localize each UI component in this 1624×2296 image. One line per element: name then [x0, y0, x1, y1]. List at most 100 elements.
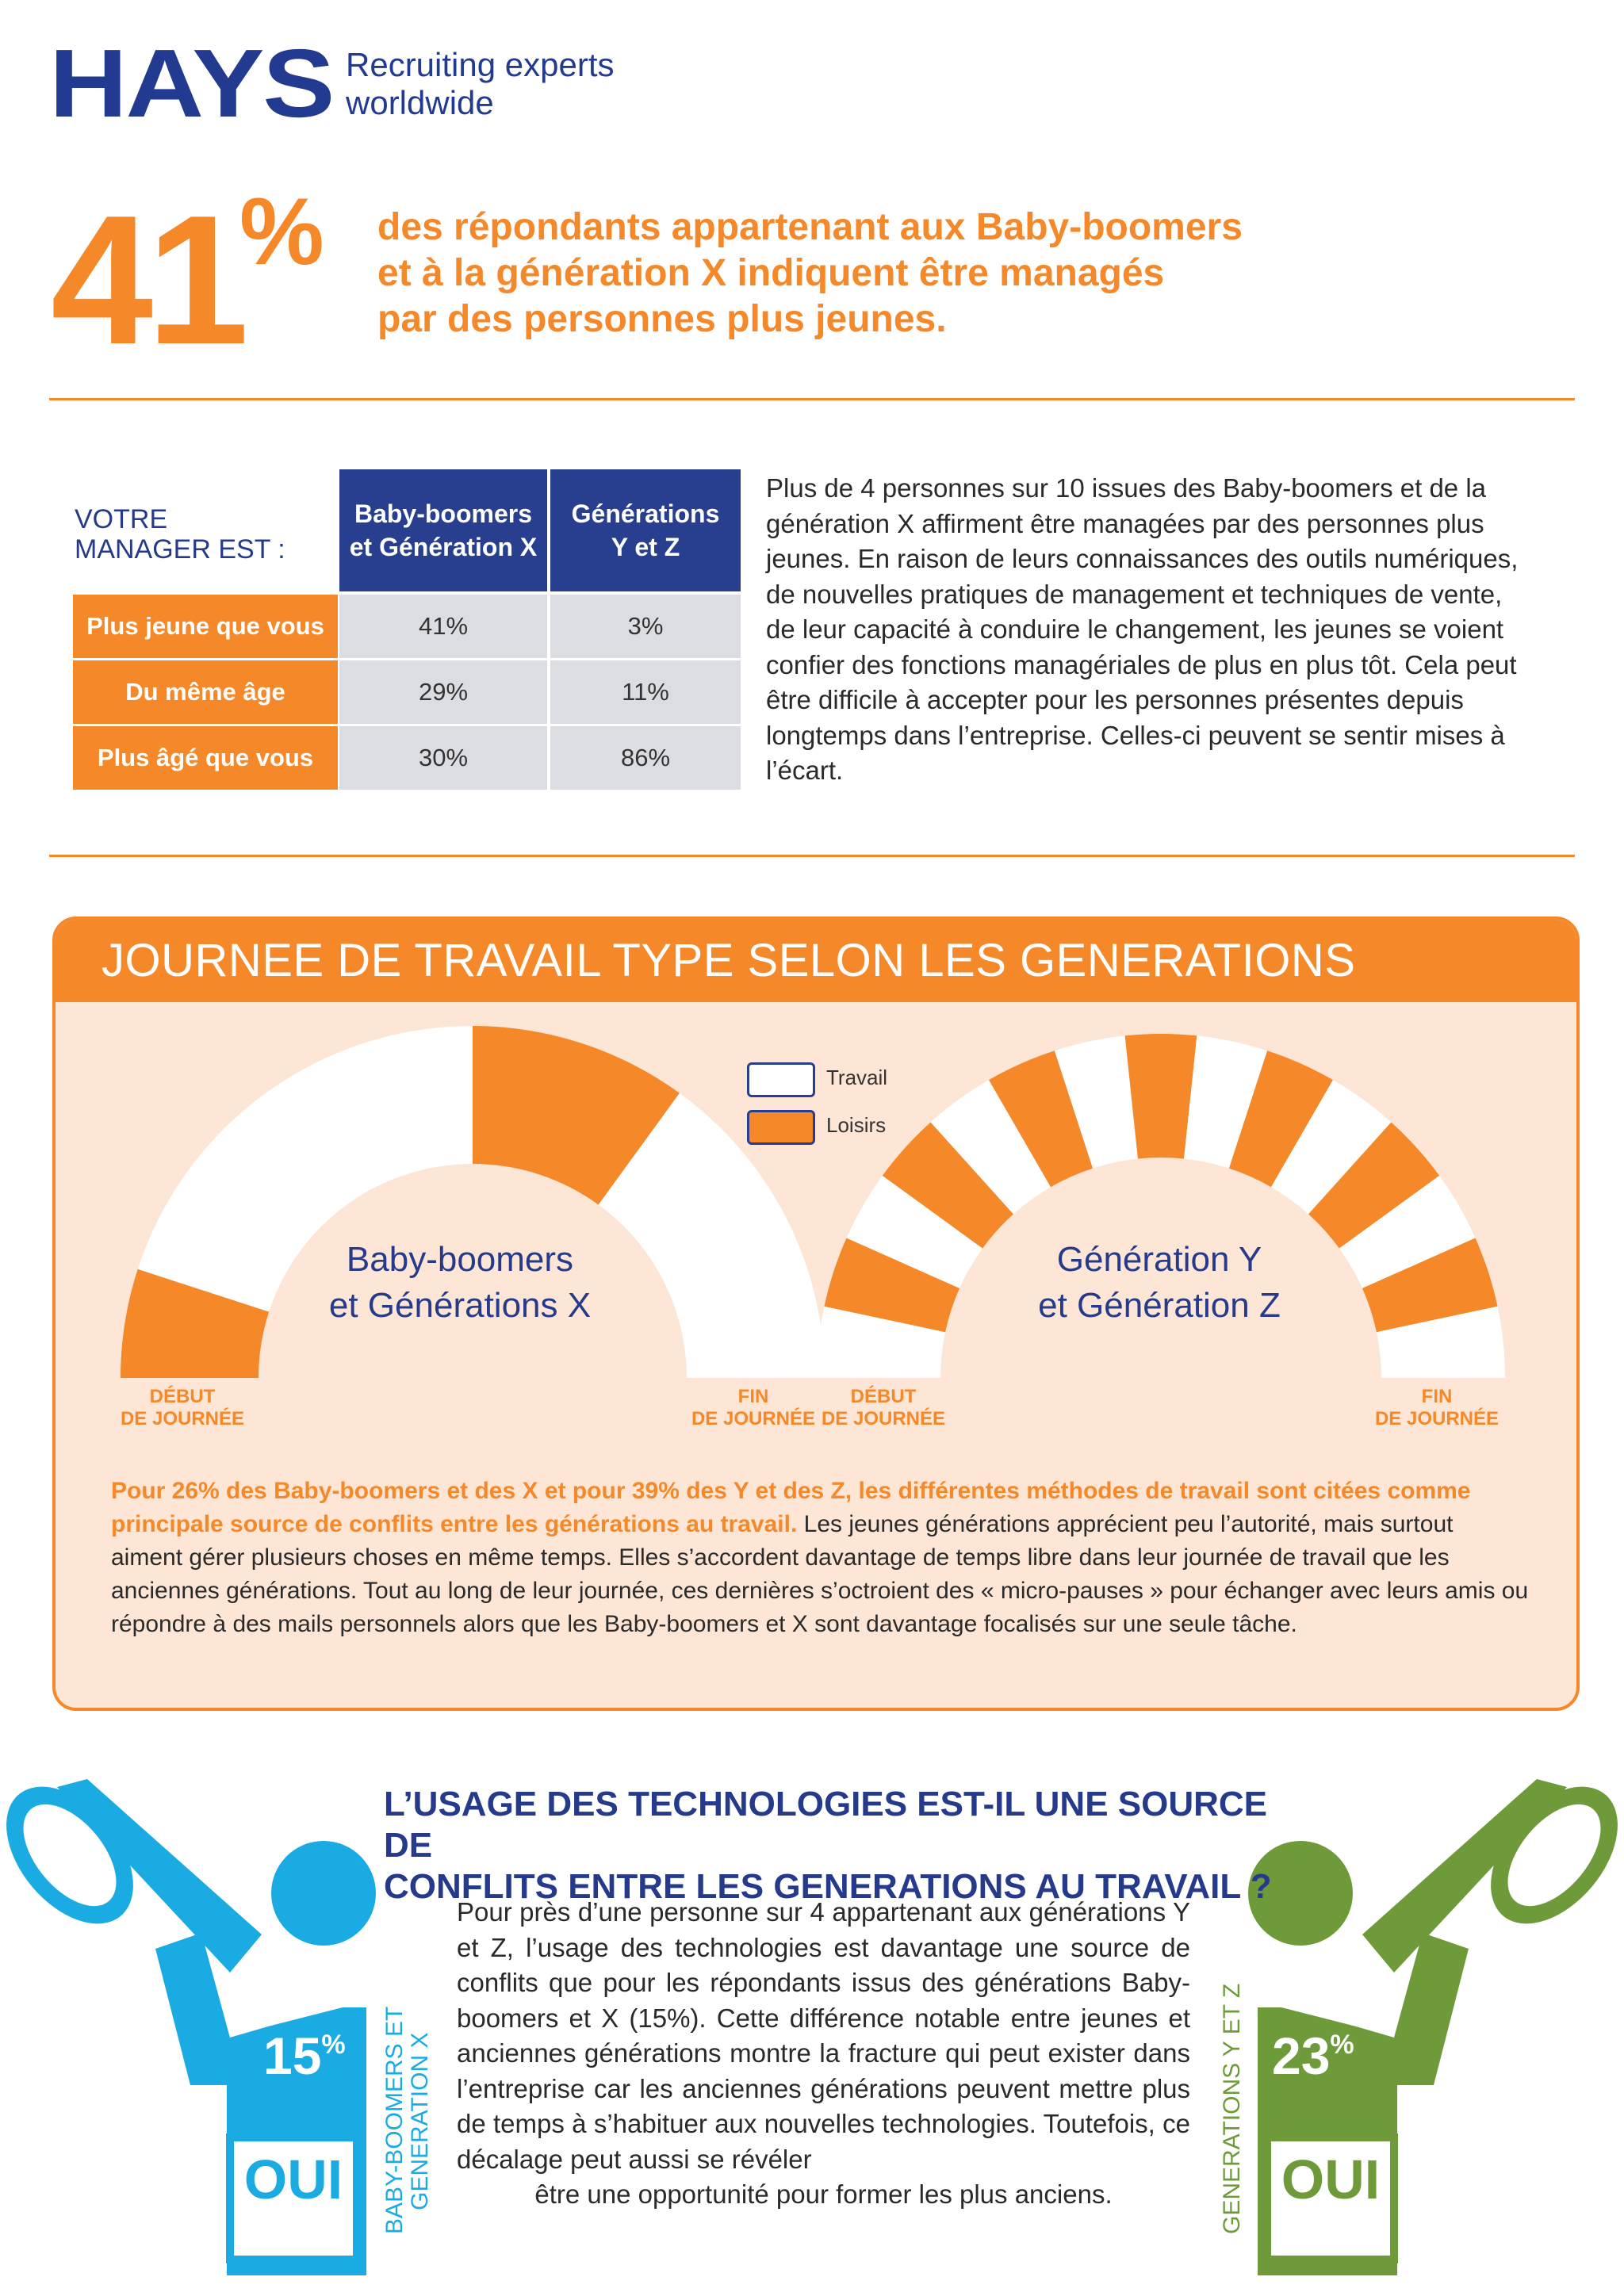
gauge-segment-work	[1339, 1175, 1476, 1288]
gauge-label-line: et Génération Z	[1038, 1286, 1281, 1325]
end-of-day-label: FIN DE JOURNÉE	[690, 1386, 817, 1430]
tech-text-last: être une opportunité pour former les plu…	[534, 2179, 1113, 2209]
gauge-segment-leisure	[1124, 1034, 1197, 1159]
gauge-segment-leisure	[473, 1026, 680, 1205]
big-stat-percent: %	[239, 178, 324, 285]
gauge-segment-work	[817, 1306, 946, 1378]
tech-text-body: Pour près d’une personne sur 4 appartena…	[457, 1897, 1190, 2174]
gauge-segment-leisure	[989, 1050, 1094, 1188]
header-line: et Génération X	[349, 533, 538, 561]
table-row-label-header: VOTRE MANAGER EST :	[75, 504, 285, 564]
end-of-day-label: FIN DE JOURNÉE	[1373, 1386, 1500, 1430]
tech-title: L’USAGE DES TECHNOLOGIES EST-IL UNE SOUR…	[384, 1784, 1272, 1908]
headline-line: des répondants appartenant aux Baby-boom…	[377, 206, 1243, 248]
intro-paragraph: Plus de 4 personnes sur 10 issues des Ba…	[766, 473, 1519, 785]
gauge-segment-work	[137, 1026, 473, 1312]
start-of-day-label: DÉBUT DE JOURNÉE	[119, 1386, 246, 1430]
gauge-label-line: et Générations X	[328, 1286, 592, 1325]
workday-text: Les jeunes générations apprécient peu l’…	[111, 1511, 1529, 1637]
edge-line: DE JOURNÉE	[821, 1408, 946, 1429]
headline-line: et à la génération X indiquent être mana…	[377, 252, 1165, 294]
oui-box-right	[1263, 2133, 1398, 2263]
gauge-segment-leisure	[121, 1269, 270, 1378]
workday-panel: JOURNEE DE TRAVAIL TYPE SELON LES GENERA…	[52, 916, 1580, 1711]
workday-panel-header	[56, 920, 1576, 1002]
workday-paragraph: Pour 26% des Baby-boomers et des X et po…	[111, 1475, 1530, 1641]
edge-line: DE JOURNÉE	[120, 1408, 245, 1429]
table-cell: 30%	[339, 726, 547, 790]
hays-logo: HAYS	[49, 29, 335, 137]
left-stat-percent: %	[321, 2030, 346, 2060]
edge-line: FIN	[737, 1386, 769, 1407]
gauge-segment-leisure	[1308, 1122, 1440, 1249]
edge-line: DE JOURNÉE	[1374, 1408, 1500, 1429]
gauge-label-line: Génération Y	[1056, 1240, 1262, 1279]
head-left-icon	[271, 1841, 376, 1946]
workday-highlight: Pour 26% des Baby-boomers et des X et po…	[111, 1478, 1471, 1537]
gauge-label-generation-yz: Génération Y et Génération Z	[985, 1237, 1334, 1329]
header-line: Y et Z	[611, 533, 680, 561]
big-stat-number: 41	[51, 178, 249, 383]
tech-title-line: CONFLITS ENTRE LES GENERATIONS AU TRAVAI…	[384, 1867, 1272, 1906]
left-vertical-label: BABY-BOOMERS ET GENERATION X	[381, 2006, 433, 2234]
table-cell: 11%	[550, 660, 741, 724]
table-row-label: Du même âge	[73, 660, 338, 724]
left-oui: OUI	[243, 2149, 343, 2210]
gauge-segment-work	[1184, 1035, 1268, 1169]
gauge-segment-work	[846, 1175, 983, 1288]
table-cell: 86%	[550, 726, 741, 790]
gauge-segment-work	[930, 1080, 1051, 1215]
left-stat: 15%	[263, 2030, 346, 2082]
vertical-line: BABY-BOOMERS ET	[381, 2006, 408, 2234]
table-row-label: Plus jeune que vous	[73, 595, 338, 658]
right-vertical-label: GENERATIONS Y ET Z	[1219, 1983, 1245, 2234]
gauge-segment-work	[1271, 1080, 1392, 1215]
gauge-label-line: Baby-boomers	[346, 1240, 574, 1279]
table-header-generations-yz: Générations Y et Z	[550, 469, 741, 591]
legend-leisure-swatch	[747, 1110, 815, 1145]
tech-title-line: L’USAGE DES TECHNOLOGIES EST-IL UNE SOUR…	[384, 1785, 1268, 1865]
divider-top	[49, 398, 1575, 400]
tagline-line1: Recruiting experts	[346, 46, 615, 83]
vertical-line: GENERATION X	[407, 2032, 433, 2210]
tagline-line2: worldwide	[346, 84, 494, 121]
stat-headline: des répondants appartenant aux Baby-boom…	[377, 205, 1329, 342]
edge-line: FIN	[1421, 1386, 1453, 1407]
gauge-segment-leisure	[1362, 1238, 1498, 1333]
left-stat-value: 15	[263, 2026, 322, 2085]
edge-line: DÉBUT	[850, 1386, 917, 1407]
tagline: Recruiting experts worldwide	[346, 46, 614, 122]
vertical-line: GENERATIONS Y ET Z	[1219, 1983, 1245, 2234]
right-stat-percent: %	[1330, 2030, 1354, 2060]
header-line: Générations	[571, 499, 720, 528]
gauge-segment-work	[1054, 1035, 1138, 1169]
table-header-babyboomers: Baby-boomers et Génération X	[339, 469, 547, 591]
gauge-segment-leisure	[824, 1238, 960, 1333]
gauge-segment-work	[1376, 1306, 1505, 1378]
header-line: Baby-boomers	[354, 499, 533, 528]
right-stat-value: 23	[1272, 2026, 1331, 2085]
workday-panel-title: JOURNEE DE TRAVAIL TYPE SELON LES GENERA…	[102, 935, 1356, 986]
gauge-segment-leisure	[1228, 1050, 1333, 1188]
headline-line: par des personnes plus jeunes.	[377, 298, 947, 340]
megaphone-left-inner	[23, 1804, 117, 1907]
tech-paragraph: Pour près d’une personne sur 4 appartena…	[457, 1895, 1190, 2213]
table-row-label: Plus âgé que vous	[73, 726, 338, 790]
workday-gauges	[121, 1026, 1505, 1378]
oui-box-left	[226, 2133, 361, 2263]
head-right-icon	[1248, 1841, 1353, 1946]
gauge-segment-leisure	[882, 1122, 1013, 1249]
manager-label-line2: MANAGER EST :	[75, 534, 285, 564]
gauge-segment-work	[598, 1093, 825, 1378]
edge-line: DÉBUT	[149, 1386, 216, 1407]
table-cell: 3%	[550, 595, 741, 658]
right-stat: 23%	[1272, 2030, 1354, 2082]
manager-label-line1: VOTRE	[75, 504, 168, 534]
megaphone-illustrations	[6, 1779, 1618, 2275]
gauge-label-babyboomers: Baby-boomers et Générations X	[285, 1237, 634, 1329]
edge-line: DE JOURNÉE	[691, 1408, 816, 1429]
table-cell: 29%	[339, 660, 547, 724]
right-oui: OUI	[1281, 2149, 1381, 2210]
legend-leisure-label: Loisirs	[826, 1113, 887, 1137]
megaphone-right-inner	[1507, 1804, 1601, 1907]
